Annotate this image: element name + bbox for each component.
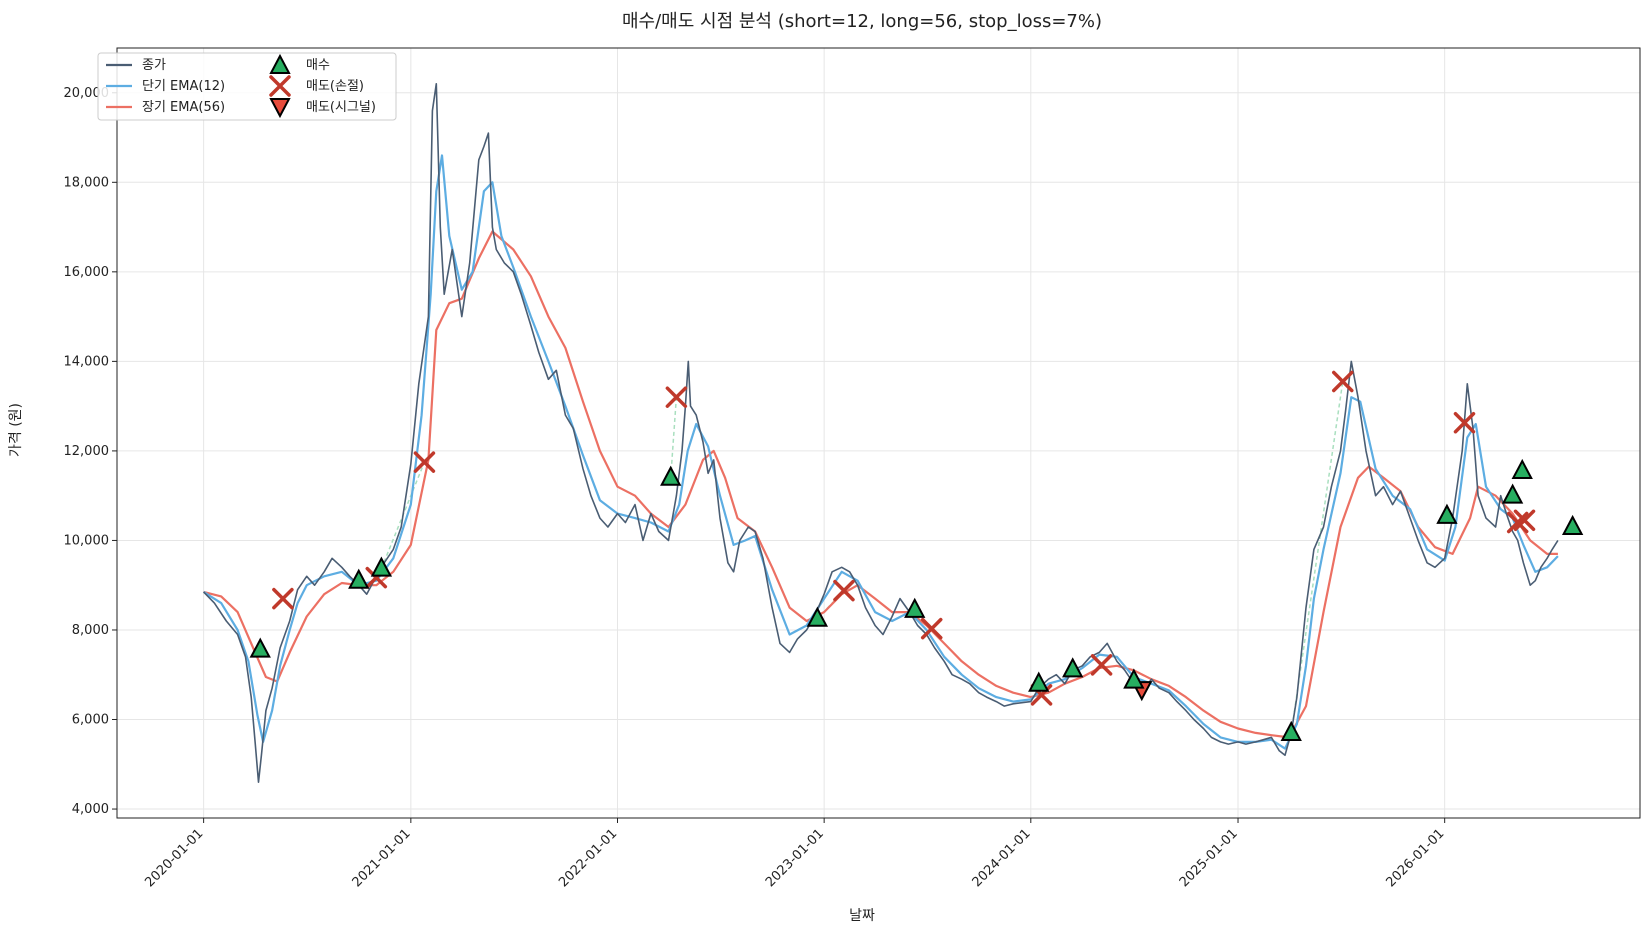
buy-marker bbox=[806, 606, 829, 627]
sell-stop-marker bbox=[1506, 511, 1529, 534]
hold-line bbox=[669, 397, 678, 478]
x-tick-label: 2025-01-01 bbox=[1177, 826, 1241, 890]
sell-stop-marker bbox=[1090, 654, 1113, 676]
buy-marker bbox=[1280, 720, 1302, 741]
y-tick-label: 10,000 bbox=[64, 533, 110, 548]
y-tick-label: 8,000 bbox=[72, 623, 109, 638]
legend-label: 종가 bbox=[142, 58, 166, 73]
legend-box bbox=[97, 52, 397, 121]
series bbox=[203, 83, 1559, 783]
y-tick-label: 16,000 bbox=[64, 265, 110, 280]
y-tick-label: 18,000 bbox=[64, 175, 110, 190]
x-tick-label: 2020-01-01 bbox=[142, 826, 206, 890]
legend-swatch-sell-signal bbox=[269, 98, 291, 119]
grid bbox=[117, 48, 1640, 818]
buy-marker bbox=[1561, 514, 1584, 536]
buy-marker bbox=[1501, 483, 1524, 504]
legend-swatch-buy bbox=[269, 53, 291, 74]
buy-marker bbox=[249, 637, 271, 658]
chart-title: 매수/매도 시점 분석 (short=12, long=56, stop_los… bbox=[622, 11, 1102, 32]
series-line-ema-long bbox=[203, 230, 1558, 739]
markers bbox=[249, 370, 1584, 741]
y-axis-label: 가격 (원) bbox=[8, 403, 24, 457]
legend-label: 장기 EMA(56) bbox=[142, 100, 225, 115]
axes: 4,000 6,000 8,000 10,000 12,000 14,000 16,000 1… bbox=[64, 86, 1448, 890]
x-tick-label: 2021-01-01 bbox=[350, 826, 414, 890]
sell-stop-marker bbox=[1453, 411, 1476, 434]
series-line-ema-short bbox=[203, 154, 1559, 750]
y-tick-label: 12,000 bbox=[64, 444, 110, 459]
sell-stop-marker bbox=[272, 587, 294, 610]
legend-label: 매도(손절) bbox=[306, 79, 364, 94]
buy-marker bbox=[1028, 671, 1050, 692]
x-tick-label: 2024-01-01 bbox=[970, 826, 1034, 890]
buy-marker bbox=[1062, 657, 1084, 678]
y-tick-label: 6,000 bbox=[72, 713, 109, 728]
buy-marker bbox=[1511, 458, 1533, 480]
buy-marker bbox=[660, 465, 682, 486]
sell-stop-marker bbox=[1513, 509, 1536, 532]
x-tick-label: 2026-01-01 bbox=[1383, 826, 1447, 890]
sell-stop-marker bbox=[833, 579, 855, 602]
series-line-close bbox=[203, 83, 1559, 783]
sell-stop-marker bbox=[1332, 370, 1354, 393]
sell-stop-marker bbox=[413, 451, 436, 473]
legend-label: 매수 bbox=[306, 58, 330, 73]
y-tick-label: 4,000 bbox=[72, 802, 109, 817]
legend-swatch-sell-stop bbox=[269, 75, 291, 97]
buy-marker bbox=[904, 597, 926, 618]
buy-marker bbox=[348, 568, 370, 589]
plot-frame bbox=[116, 47, 1641, 819]
sell-stop-marker bbox=[665, 386, 688, 408]
x-axis-label: 날짜 bbox=[849, 908, 875, 924]
legend-label: 단기 EMA(12) bbox=[142, 79, 225, 94]
y-tick-label: 14,000 bbox=[64, 354, 110, 369]
buy-marker bbox=[1436, 503, 1458, 524]
x-tick-label: 2022-01-01 bbox=[556, 826, 620, 890]
x-tick-label: 2023-01-01 bbox=[763, 826, 827, 890]
hold-lines bbox=[380, 381, 1344, 734]
buy-marker bbox=[1123, 668, 1145, 689]
legend-label: 매도(시그널) bbox=[306, 100, 376, 115]
buy-marker bbox=[370, 556, 393, 577]
sell-stop-marker bbox=[920, 617, 943, 640]
